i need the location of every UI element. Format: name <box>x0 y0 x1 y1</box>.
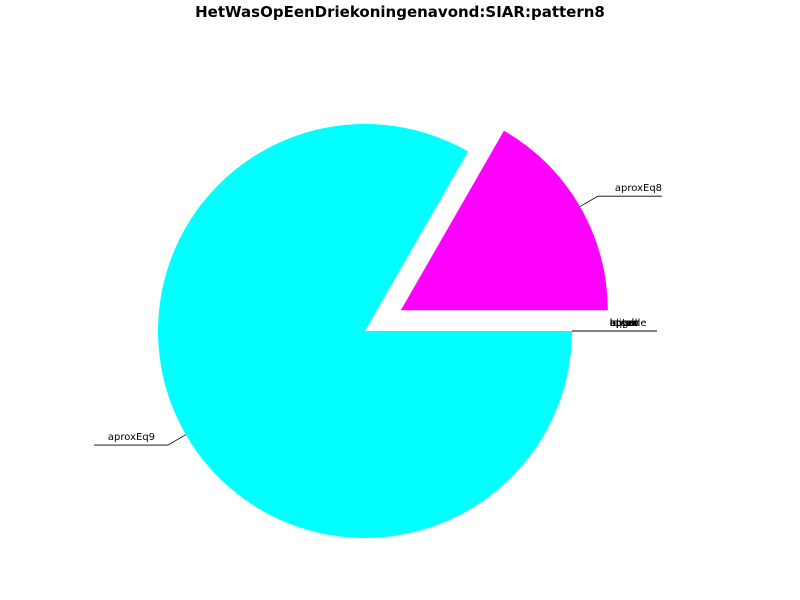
pie-slices <box>158 123 608 538</box>
slice-label-equal: equal <box>610 318 638 329</box>
leader-line-aproxeq8 <box>579 195 662 207</box>
pie-labels: aprox aproxEq8 aproxEq9 blindupperequallowe… <box>93 183 662 446</box>
slice-label-aproxeq8: aproxEq8 <box>615 183 662 194</box>
pie-slice-aproxeq9 <box>158 123 572 538</box>
pie-slice-aproxeq8 <box>400 130 608 311</box>
chart-title: HetWasOpEenDriekoningenavond:SIAR:patter… <box>195 3 605 21</box>
slice-label-upper: upper <box>610 318 640 329</box>
slice-label-blind: blind <box>610 318 635 329</box>
slice-label-outside: outside <box>610 318 647 329</box>
slice-label-aprox: aprox <box>610 318 638 329</box>
slice-label-lower: lower <box>610 318 638 329</box>
slice-label-apgro: apgro <box>610 318 639 329</box>
leader-line-aproxeq9 <box>93 434 187 446</box>
slice-label-aproxeq9: aproxEq9 <box>108 432 155 443</box>
